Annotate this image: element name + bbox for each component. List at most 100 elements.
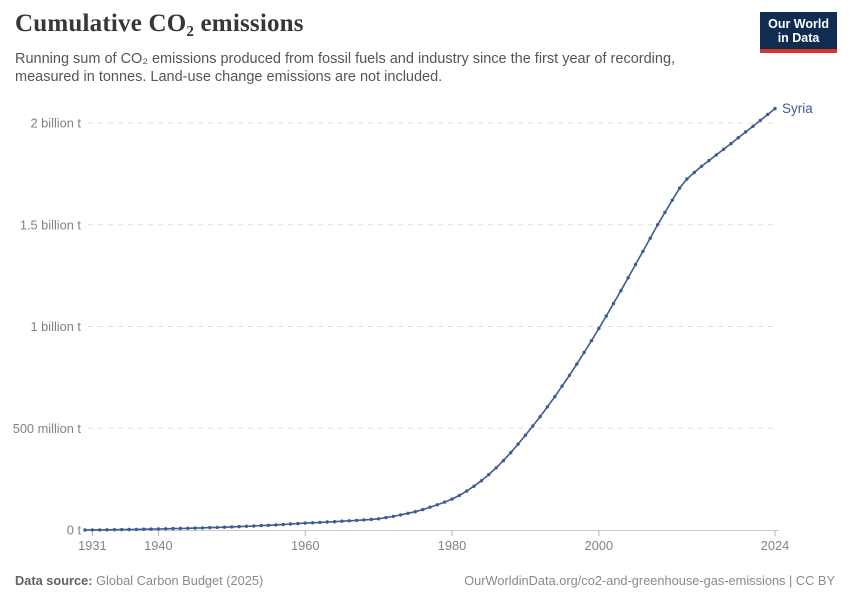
data-point[interactable] [134,527,139,532]
data-point[interactable] [259,523,263,528]
data-point[interactable] [142,527,146,531]
data-point[interactable] [332,520,337,524]
data-point[interactable] [699,164,704,168]
data-point[interactable] [105,528,109,532]
data-point[interactable] [391,514,395,519]
data-point[interactable] [582,350,586,355]
data-point[interactable] [112,528,117,532]
data-point[interactable] [465,489,469,493]
data-point[interactable] [523,433,528,437]
data-point[interactable] [362,518,366,522]
data-point[interactable] [714,153,718,157]
data-point[interactable] [171,526,175,531]
data-point[interactable] [222,525,227,529]
data-point[interactable] [758,118,762,123]
owid-logo[interactable]: Our World in Data [760,12,837,53]
data-point[interactable] [626,276,630,280]
data-point[interactable] [516,442,520,446]
data-point[interactable] [230,525,234,529]
data-point[interactable] [655,223,660,227]
data-point[interactable] [376,517,381,521]
data-point[interactable] [479,479,484,483]
entity-label-syria[interactable]: Syria [782,101,813,116]
data-point[interactable] [340,519,344,523]
data-point[interactable] [347,519,351,523]
data-point[interactable] [743,130,748,134]
data-point[interactable] [208,525,212,530]
data-point[interactable] [266,523,271,527]
data-point[interactable] [398,513,403,517]
data-point[interactable] [186,526,190,530]
data-point[interactable] [509,451,513,455]
data-point[interactable] [281,522,285,527]
data-point[interactable] [303,521,307,525]
data-point[interactable] [604,314,608,318]
data-point[interactable] [692,170,696,175]
data-point[interactable] [553,395,557,399]
data-point[interactable] [633,262,638,267]
data-point[interactable] [406,511,410,515]
data-point[interactable] [766,112,770,117]
data-point[interactable] [215,525,219,530]
data-point[interactable] [354,518,359,523]
data-point[interactable] [120,527,124,532]
data-point[interactable] [318,520,322,525]
data-point[interactable] [611,301,616,306]
data-point[interactable] [149,527,153,531]
data-point[interactable] [721,147,726,151]
data-point[interactable] [567,373,572,377]
data-point[interactable] [685,177,689,181]
data-point[interactable] [501,458,506,463]
data-point[interactable] [538,415,542,419]
data-point[interactable] [90,528,95,532]
data-point[interactable] [729,141,733,146]
data-point[interactable] [127,527,131,532]
data-point[interactable] [156,527,161,531]
data-point[interactable] [288,522,293,526]
data-point[interactable] [457,493,462,498]
data-point[interactable] [641,249,645,254]
data-point[interactable] [83,528,87,532]
owid-url-link[interactable]: OurWorldinData.org/co2-and-greenhouse-ga… [464,573,835,588]
data-point[interactable] [487,472,491,477]
data-point[interactable] [450,497,454,501]
data-point[interactable] [428,505,432,509]
data-point[interactable] [773,106,777,111]
data-point[interactable] [244,524,249,528]
data-point[interactable] [648,236,652,240]
data-point[interactable] [384,515,388,520]
data-point[interactable] [545,405,550,409]
data-point[interactable] [200,526,205,530]
data-point[interactable] [472,484,476,488]
data-point[interactable] [677,186,682,190]
data-point[interactable] [663,210,667,215]
data-point[interactable] [274,523,278,527]
data-point[interactable] [575,362,579,366]
data-point[interactable] [413,510,417,514]
data-point[interactable] [178,526,183,531]
data-point[interactable] [237,524,241,529]
data-point[interactable] [670,198,674,202]
data-point[interactable] [435,503,439,507]
data-point[interactable] [164,527,168,531]
data-point[interactable] [193,526,197,530]
data-point[interactable] [443,500,447,504]
data-point[interactable] [597,326,601,331]
data-point[interactable] [421,507,425,512]
data-point[interactable] [98,528,102,532]
data-point[interactable] [707,158,711,163]
series-line-syria[interactable] [84,107,776,531]
data-point[interactable] [325,520,329,524]
data-point[interactable] [310,521,315,525]
data-point[interactable] [252,524,256,528]
data-point[interactable] [494,466,498,470]
data-point[interactable] [736,136,740,140]
data-point[interactable] [589,339,594,343]
data-point[interactable] [560,384,564,388]
data-point[interactable] [531,424,535,428]
data-point[interactable] [751,124,755,128]
data-point[interactable] [619,289,623,293]
data-point[interactable] [369,517,373,522]
data-point[interactable] [296,521,300,526]
